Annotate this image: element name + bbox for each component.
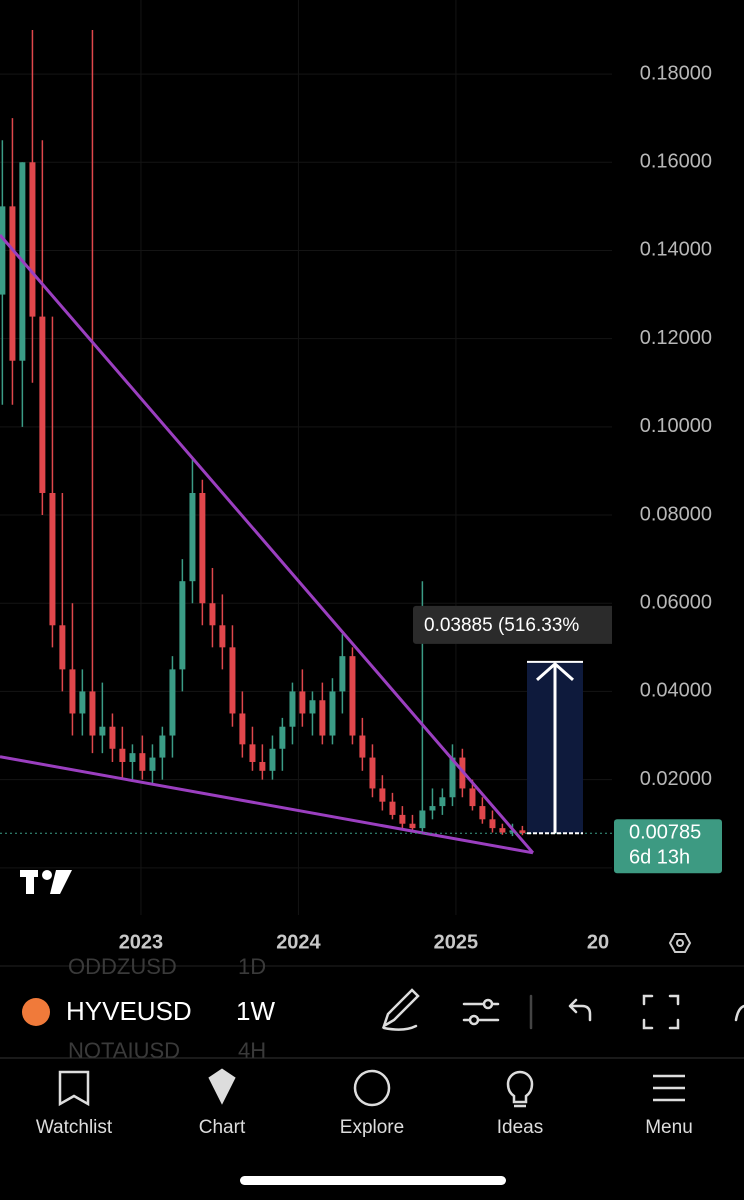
y-tick-label: 0.14000	[640, 239, 712, 261]
candle-body	[0, 206, 6, 295]
candle-body	[389, 801, 396, 815]
ghost-symbol: NOTAIUSD	[68, 1038, 180, 1063]
candle-body	[339, 656, 346, 692]
watchlist-icon[interactable]	[58, 1070, 90, 1107]
candle-body	[209, 603, 216, 626]
candle-body	[399, 814, 406, 824]
explore-icon[interactable]	[353, 1069, 391, 1107]
ideas-icon[interactable]	[506, 1070, 534, 1108]
candle-body	[449, 757, 456, 798]
candle-body	[169, 669, 176, 736]
candle-body	[309, 700, 316, 714]
y-tick-label: 0.02000	[640, 768, 712, 790]
undo-icon[interactable]	[568, 998, 592, 1022]
candle-body	[59, 625, 66, 670]
nav-label[interactable]: Ideas	[497, 1117, 543, 1138]
candle-body	[179, 581, 186, 670]
ghost-interval: 1D	[238, 954, 266, 979]
nav-label[interactable]: Explore	[340, 1117, 404, 1138]
chart-icon[interactable]	[208, 1068, 236, 1105]
candle-body	[129, 753, 136, 762]
candle-body	[279, 726, 286, 749]
x-tick-label: 2025	[434, 931, 479, 953]
candle-body	[49, 492, 56, 626]
candle-body	[299, 691, 306, 714]
price-label: 0.00785	[629, 821, 701, 843]
candle-body	[229, 647, 236, 714]
countdown: 6d 13h	[629, 846, 690, 868]
candle-body	[9, 206, 16, 361]
x-tick-label: 2023	[119, 931, 164, 953]
candle-body	[509, 830, 516, 833]
candle-body	[409, 823, 416, 829]
candle-body	[219, 625, 226, 648]
nav-label[interactable]: Menu	[645, 1117, 693, 1138]
y-tick-label: 0.08000	[640, 503, 712, 525]
measure-label-box	[413, 605, 612, 644]
candle-body	[39, 316, 46, 493]
measure-arrow	[536, 661, 574, 834]
trendline	[0, 234, 535, 854]
more-icon[interactable]	[734, 1004, 744, 1022]
x-tick-label: 20	[587, 931, 609, 953]
candle-body	[29, 162, 36, 317]
candle-body	[379, 788, 386, 802]
ghost-symbol: ODDZUSD	[68, 954, 177, 979]
interval[interactable]: 1W	[236, 996, 275, 1026]
candle-body	[199, 492, 206, 604]
candle-body	[519, 830, 526, 834]
candle-body	[249, 744, 256, 762]
candle-body	[239, 713, 246, 745]
y-tick-label: 0.16000	[640, 151, 712, 173]
fullscreen-icon[interactable]	[642, 994, 680, 1030]
measure-label: 0.03885 (516.33%	[424, 615, 579, 636]
candle-body	[359, 735, 366, 758]
trendline	[0, 755, 534, 855]
candle-body	[439, 797, 446, 807]
ghost-interval: 4H	[238, 1038, 266, 1063]
nav-label[interactable]: Watchlist	[36, 1117, 113, 1138]
settings-icon[interactable]	[668, 933, 692, 953]
candle-body	[259, 761, 266, 771]
nav-label[interactable]: Chart	[199, 1117, 246, 1138]
y-tick-label: 0.10000	[640, 415, 712, 437]
candle-body	[369, 757, 376, 789]
y-tick-label: 0.06000	[640, 592, 712, 614]
candle-body	[329, 691, 336, 736]
y-tick-label: 0.12000	[640, 327, 712, 349]
indicators-icon[interactable]	[462, 998, 500, 1026]
y-tick-label: 0.04000	[640, 680, 712, 702]
candle-body	[479, 806, 486, 820]
candle-body	[139, 753, 146, 771]
candle-body	[69, 669, 76, 714]
candle-body	[499, 828, 506, 833]
candle-body	[149, 757, 156, 771]
menu-icon[interactable]	[653, 1074, 685, 1102]
symbol-logo	[22, 998, 50, 1026]
y-tick-label: 0.18000	[640, 62, 712, 84]
x-tick-label: 2024	[276, 931, 321, 953]
candle-body	[89, 691, 96, 736]
candle-body	[419, 810, 426, 829]
candle-body	[79, 691, 86, 714]
candle-body	[349, 656, 356, 736]
candle-body	[289, 691, 296, 727]
candle-body	[429, 806, 436, 811]
candle-body	[319, 700, 326, 736]
candle-body	[269, 748, 276, 771]
price-label-box	[614, 819, 722, 874]
tradingview-logo	[20, 870, 72, 894]
draw-icon[interactable]	[381, 988, 420, 1031]
candle-body	[99, 726, 106, 736]
candle-body	[119, 748, 126, 762]
candle-body	[189, 492, 196, 582]
candle-body	[469, 788, 476, 807]
candle-body	[109, 726, 116, 749]
home-indicator	[240, 1176, 506, 1185]
candle-body	[159, 735, 166, 758]
symbol[interactable]: HYVEUSD	[66, 996, 192, 1026]
candle-body	[489, 819, 496, 829]
